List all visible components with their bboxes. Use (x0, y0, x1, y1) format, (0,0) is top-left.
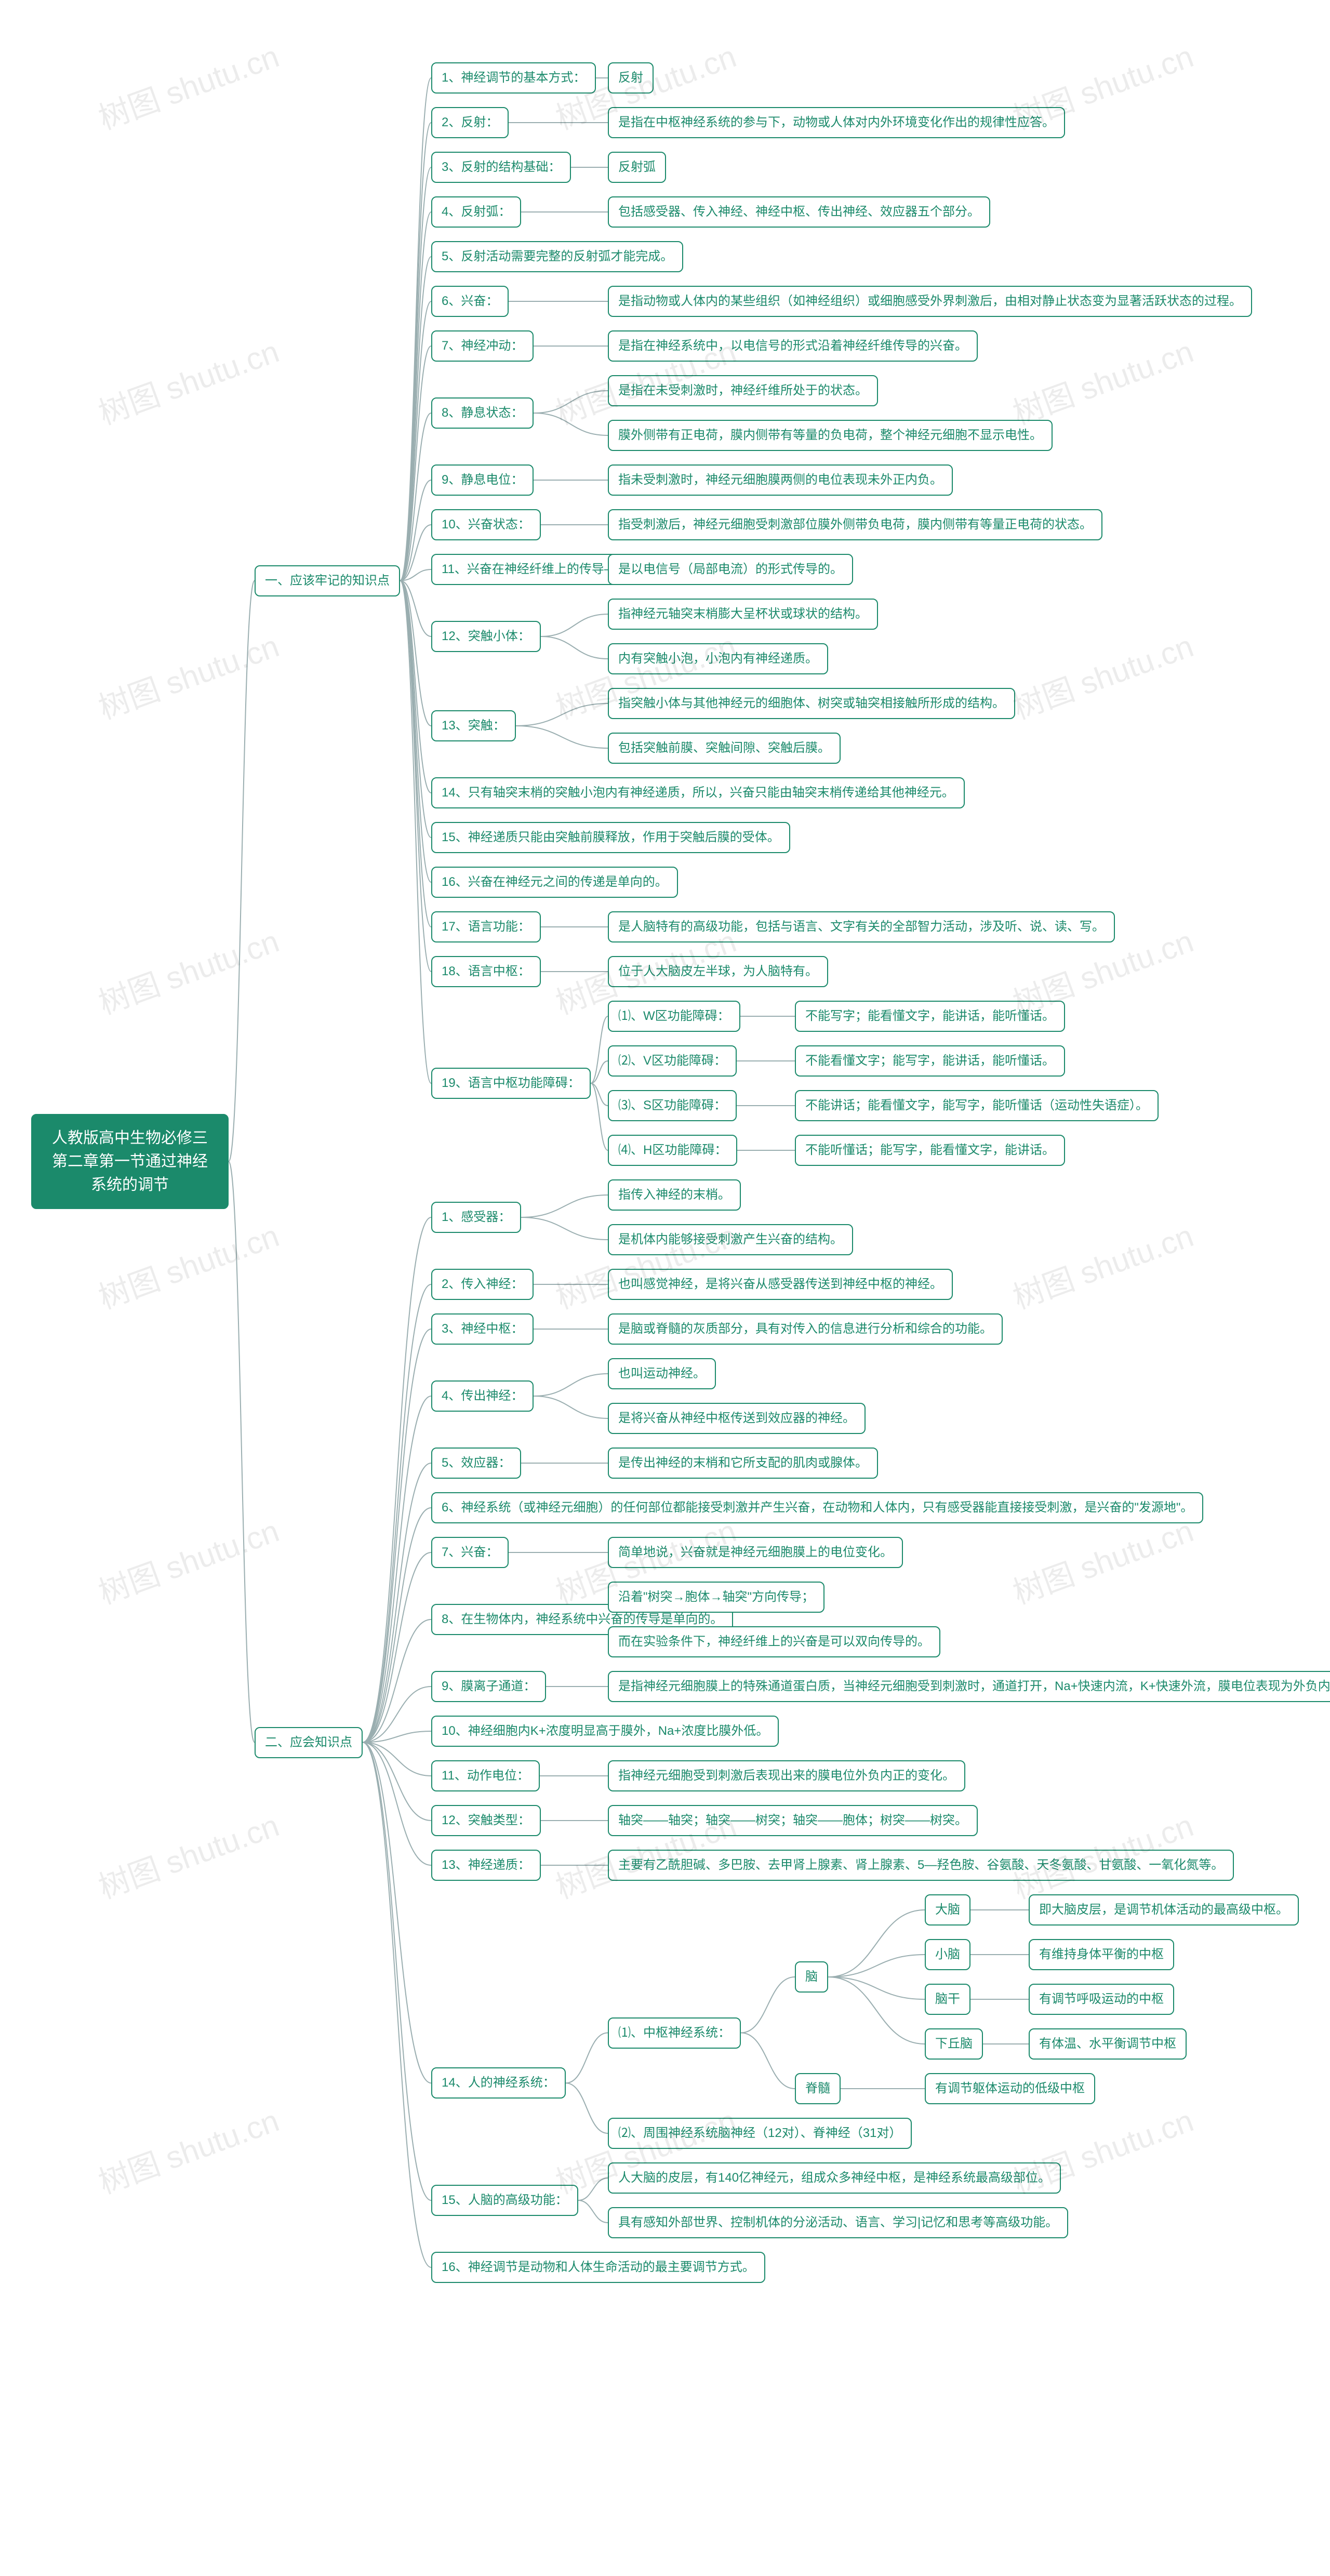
item: 也叫运动神经。 (608, 1358, 716, 1389)
item: 9、静息电位： (431, 464, 534, 496)
item: ⑶、S区功能障碍： (608, 1090, 737, 1121)
item: 是指动物或人体内的某些组织（如神经组织）或细胞感受外界刺激后，由相对静止状态变为… (608, 286, 1252, 317)
item: 15、神经递质只能由突触前膜释放，作用于突触后膜的受体。 (431, 822, 790, 853)
item: 脑干 (925, 1984, 970, 2015)
mindmap-canvas: 人教版高中生物必修三第二章第一节通过神经系统的调节 一、应该牢记的知识点 1、神经调… (0, 0, 1330, 2359)
root: 人教版高中生物必修三第二章第一节通过神经系统的调节 (31, 1114, 229, 1209)
section: 二、应会知识点 (255, 1727, 363, 1758)
item: 14、只有轴突末梢的突触小泡内有神经递质，所以，兴奋只能由轴突末梢传递给其他神经… (431, 777, 965, 808)
item: 10、神经细胞内K+浓度明显高于膜外，Na+浓度比膜外低。 (431, 1716, 779, 1747)
item: 11、动作电位： (431, 1760, 540, 1791)
item: 也叫感觉神经，是将兴奋从感受器传送到神经中枢的神经。 (608, 1269, 953, 1300)
item: 人大脑的皮层，有140亿神经元，组成众多神经中枢，是神经系统最高级部位。 (608, 2162, 1061, 2194)
item: 简单地说，兴奋就是神经元细胞膜上的电位变化。 (608, 1537, 903, 1568)
item: 包括突触前膜、突触间隙、突触后膜。 (608, 733, 841, 764)
item: 4、反射弧： (431, 196, 521, 228)
item: ⑴、中枢神经系统： (608, 2017, 741, 2049)
item: 不能讲话；能看懂文字，能写字，能听懂话（运动性失语症）。 (795, 1090, 1159, 1121)
item: 大脑 (925, 1894, 970, 1926)
item: 小脑 (925, 1939, 970, 1970)
item: 2、反射： (431, 107, 509, 138)
item: 2、传入神经： (431, 1269, 534, 1300)
item: 指未受刺激时，神经元细胞膜两侧的电位表现未外正内负。 (608, 464, 953, 496)
item: 17、语言功能： (431, 911, 541, 942)
item: 16、兴奋在神经元之间的传递是单向的。 (431, 867, 678, 898)
item: 6、兴奋： (431, 286, 509, 317)
item: 8、静息状态： (431, 397, 534, 429)
item: 脑 (795, 1961, 828, 1993)
item: 是机体内能够接受刺激产生兴奋的结构。 (608, 1224, 853, 1255)
item: 主要有乙酰胆碱、多巴胺、去甲肾上腺素、肾上腺素、5—羟色胺、谷氨酸、天冬氨酸、甘… (608, 1850, 1234, 1881)
item: 指传入神经的末梢。 (608, 1179, 741, 1211)
item: 有维持身体平衡的中枢 (1029, 1939, 1174, 1970)
item: 7、兴奋： (431, 1537, 509, 1568)
item: 13、神经递质： (431, 1850, 541, 1881)
item: 膜外侧带有正电荷，膜内侧带有等量的负电荷，整个神经元细胞不显示电性。 (608, 420, 1053, 451)
section: 一、应该牢记的知识点 (255, 565, 400, 596)
item: 9、膜离子通道： (431, 1671, 546, 1702)
item: 是将兴奋从神经中枢传送到效应器的神经。 (608, 1403, 866, 1434)
item: 有体温、水平衡调节中枢 (1029, 2028, 1187, 2060)
item: 而在实验条件下，神经纤维上的兴奋是可以双向传导的。 (608, 1626, 940, 1657)
item: 12、突触小体： (431, 621, 541, 652)
item: 是脑或脊髓的灰质部分，具有对传入的信息进行分析和综合的功能。 (608, 1313, 1003, 1345)
item: 反射 (608, 62, 654, 94)
item: 指神经元轴突末梢膨大呈杯状或球状的结构。 (608, 599, 878, 630)
item: 沿着"树突→胞体→轴突"方向传导； (608, 1582, 824, 1613)
item: 12、突触类型： (431, 1805, 541, 1836)
item: 3、反射的结构基础： (431, 152, 571, 183)
item: 14、人的神经系统： (431, 2067, 566, 2099)
item: 即大脑皮层，是调节机体活动的最高级中枢。 (1029, 1894, 1299, 1926)
item: 轴突——轴突；轴突——树突；轴突——胞体；树突——树突。 (608, 1805, 978, 1836)
item: 6、神经系统（或神经元细胞）的任何部位都能接受刺激并产生兴奋，在动物和人体内，只… (431, 1492, 1203, 1523)
item: 指受刺激后，神经元细胞受刺激部位膜外侧带负电荷，膜内侧带有等量正电荷的状态。 (608, 509, 1102, 540)
item: 是指在中枢神经系统的参与下，动物或人体对内外环境变化作出的规律性应答。 (608, 107, 1065, 138)
item: 16、神经调节是动物和人体生命活动的最主要调节方式。 (431, 2252, 765, 2283)
item: 7、神经冲动： (431, 330, 534, 362)
item: 有调节呼吸运动的中枢 (1029, 1984, 1174, 2015)
item: 包括感受器、传入神经、神经中枢、传出神经、效应器五个部分。 (608, 196, 990, 228)
item: 是指在未受刺激时，神经纤维所处于的状态。 (608, 375, 878, 406)
item: 反射弧 (608, 152, 666, 183)
item: 是指神经元细胞膜上的特殊通道蛋白质，当神经元细胞受到刺激时，通道打开，Na+快速… (608, 1671, 1330, 1702)
item: 18、语言中枢： (431, 956, 541, 987)
item: 是指在神经系统中，以电信号的形式沿着神经纤维传导的兴奋。 (608, 330, 978, 362)
item: 是以电信号（局部电流）的形式传导的。 (608, 554, 853, 585)
item: 15、人脑的高级功能： (431, 2185, 578, 2216)
item: 不能听懂话；能写字，能看懂文字，能讲话。 (795, 1135, 1065, 1166)
item: 5、效应器： (431, 1448, 521, 1479)
item: 5、反射活动需要完整的反射弧才能完成。 (431, 241, 683, 272)
item: 具有感知外部世界、控制机体的分泌活动、语言、学习|记忆和思考等高级功能。 (608, 2207, 1068, 2238)
item: 19、语言中枢功能障碍： (431, 1068, 591, 1099)
item: 脊髓 (795, 2073, 841, 2104)
item: 指突触小体与其他神经元的细胞体、树突或轴突相接触所形成的结构。 (608, 688, 1015, 719)
item: 是人脑特有的高级功能，包括与语言、文字有关的全部智力活动，涉及听、说、读、写。 (608, 911, 1115, 942)
item: ⑴、W区功能障碍： (608, 1001, 740, 1032)
item: 指神经元细胞受到刺激后表现出来的膜电位外负内正的变化。 (608, 1760, 965, 1791)
item: 不能写字；能看懂文字，能讲话，能听懂话。 (795, 1001, 1065, 1032)
item: 内有突触小泡，小泡内有神经递质。 (608, 643, 828, 674)
item: ⑵、周围神经系统脑神经（12对）、脊神经（31对） (608, 2118, 912, 2149)
item: 是传出神经的末梢和它所支配的肌肉或腺体。 (608, 1448, 878, 1479)
item: 1、感受器： (431, 1202, 521, 1233)
item: 下丘脑 (925, 2028, 983, 2060)
item: 4、传出神经： (431, 1380, 534, 1412)
item: 10、兴奋状态： (431, 509, 541, 540)
item: ⑷、H区功能障碍： (608, 1135, 737, 1166)
item: 13、突触： (431, 710, 516, 741)
item: 位于人大脑皮左半球，为人脑特有。 (608, 956, 828, 987)
item: ⑵、V区功能障碍： (608, 1045, 737, 1077)
item: 1、神经调节的基本方式： (431, 62, 596, 94)
item: 3、神经中枢： (431, 1313, 534, 1345)
item: 有调节躯体运动的低级中枢 (925, 2073, 1095, 2104)
item: 不能看懂文字；能写字，能讲话，能听懂话。 (795, 1045, 1065, 1077)
